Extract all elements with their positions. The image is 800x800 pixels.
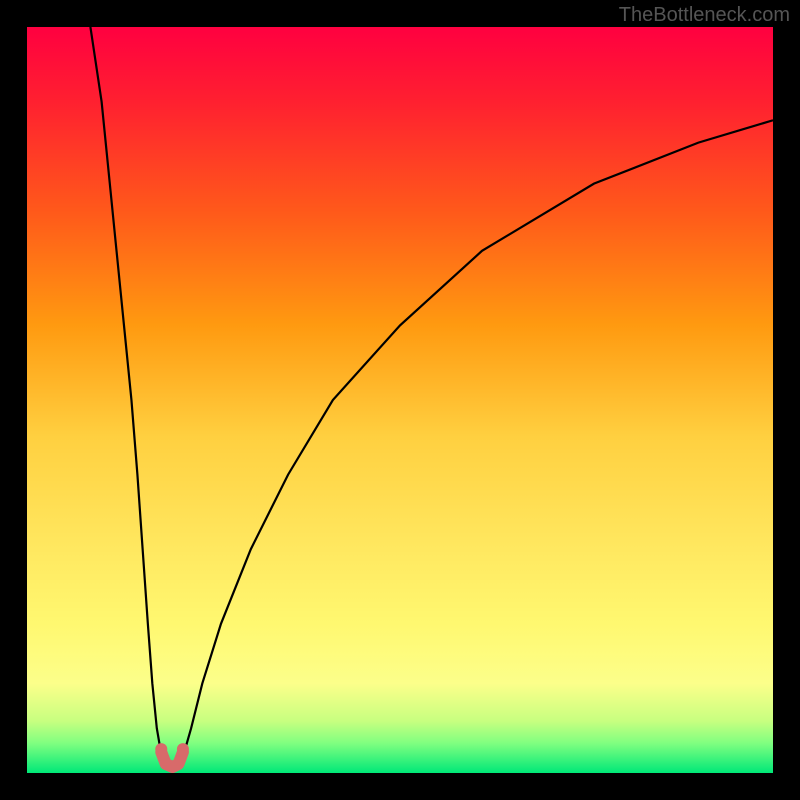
gradient-background (27, 27, 773, 773)
watermark-text: TheBottleneck.com (619, 4, 790, 27)
curve-end-dot (177, 743, 189, 755)
curve-end-dot (155, 743, 167, 755)
chart-svg (27, 27, 773, 773)
chart-container: TheBottleneck.com (0, 0, 800, 800)
plot-area (27, 27, 773, 773)
